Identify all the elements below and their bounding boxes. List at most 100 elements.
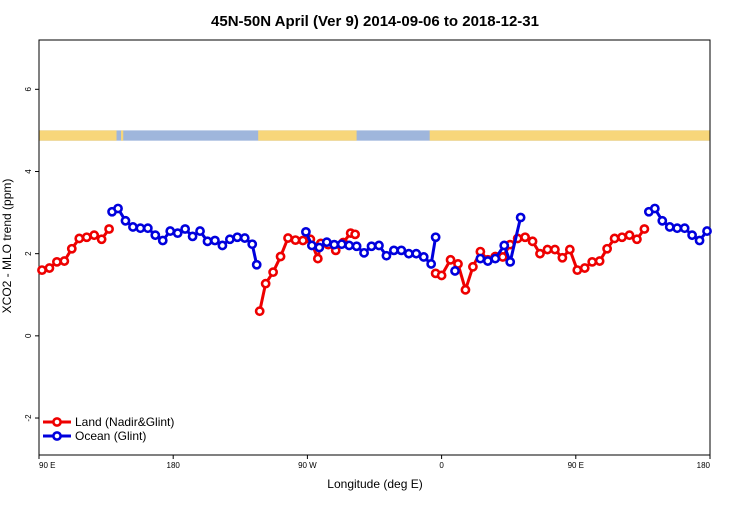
data-point <box>251 259 262 270</box>
y-tick-label: 0 <box>24 333 33 338</box>
data-point <box>535 248 545 259</box>
data-point <box>350 229 361 240</box>
data-point <box>96 234 107 245</box>
data-point <box>430 232 441 243</box>
plot-series <box>37 203 712 317</box>
data-point <box>657 215 668 226</box>
data-point <box>113 203 123 214</box>
data-point <box>418 252 429 262</box>
data-point <box>351 241 362 252</box>
data-point <box>187 231 198 242</box>
map-strip-land-1 <box>121 130 124 141</box>
legend-marker <box>52 431 62 441</box>
data-point <box>157 235 168 246</box>
data-point <box>436 270 447 281</box>
x-tick-label: 180 <box>697 461 711 470</box>
y-tick-label: -2 <box>24 414 33 422</box>
data-point <box>301 226 311 237</box>
data-point <box>283 233 293 243</box>
data-point <box>609 233 620 244</box>
data-point <box>550 244 560 255</box>
x-tick-label: 90 E <box>568 461 584 470</box>
data-point <box>632 234 642 245</box>
data-point <box>557 252 568 263</box>
data-point <box>298 235 308 246</box>
data-point <box>639 224 650 234</box>
data-point <box>396 245 407 256</box>
chart-title: 45N-50N April (Ver 9) 2014-09-06 to 2018… <box>211 13 539 30</box>
data-point <box>217 240 228 251</box>
data-point <box>275 251 286 262</box>
data-point <box>260 278 271 289</box>
axes: 90 E 180 90 W 0 90 E 180 -2 0 2 4 6 <box>24 39 711 470</box>
data-point <box>450 266 460 276</box>
data-point <box>497 252 508 262</box>
plot-frame <box>38 39 711 456</box>
data-point <box>499 240 510 251</box>
data-point <box>468 261 478 272</box>
data-point <box>150 230 161 241</box>
data-point <box>232 232 243 243</box>
data-point <box>165 226 176 236</box>
data-point <box>254 306 265 317</box>
data-point <box>505 256 516 267</box>
data-point <box>128 222 138 232</box>
legend: Land (Nadir&Glint)Ocean (Glint) <box>43 415 174 443</box>
y-tick-label: 6 <box>24 87 33 92</box>
data-point <box>694 235 705 246</box>
data-point <box>366 241 377 252</box>
data-point <box>617 232 627 243</box>
x-tick-label: 0 <box>439 461 444 470</box>
data-point <box>135 223 146 234</box>
map-strip-land-0 <box>39 130 117 141</box>
data-point <box>520 232 531 243</box>
data-point <box>579 263 590 273</box>
map-strip-land-3 <box>429 130 710 141</box>
series-ocean <box>107 203 712 276</box>
data-point <box>679 223 690 234</box>
data-point <box>195 226 205 236</box>
data-point <box>81 232 92 243</box>
data-point <box>329 239 340 250</box>
data-point <box>403 248 414 259</box>
data-point <box>411 248 422 259</box>
data-point <box>180 224 191 234</box>
data-point <box>202 236 213 247</box>
legend-entry: Land (Nadir&Glint) <box>75 415 174 429</box>
data-point <box>59 256 70 266</box>
x-axis-label: Longitude (deg E) <box>327 477 422 491</box>
data-point <box>381 250 392 261</box>
y-tick-label: 2 <box>24 251 33 256</box>
data-point <box>74 233 85 244</box>
data-point <box>314 242 325 253</box>
data-point <box>587 256 598 267</box>
data-point <box>210 235 220 246</box>
data-point <box>388 245 399 256</box>
data-point <box>624 230 635 241</box>
data-point <box>490 253 501 264</box>
data-point <box>594 256 605 266</box>
map-strip-land-2 <box>258 130 357 141</box>
data-point <box>37 265 47 275</box>
legend-entry: Ocean (Glint) <box>75 429 146 443</box>
data-point <box>247 239 258 250</box>
data-point <box>426 259 437 269</box>
legend-marker <box>52 417 62 427</box>
x-tick-label: 90 W <box>298 461 317 470</box>
data-point <box>51 256 62 267</box>
data-point <box>268 267 279 278</box>
data-point <box>602 243 613 254</box>
data-point <box>290 235 301 246</box>
data-point <box>104 224 114 234</box>
data-point <box>224 234 235 245</box>
data-point <box>702 226 712 236</box>
data-point <box>687 230 698 241</box>
map-strip <box>39 130 710 141</box>
data-point <box>664 222 675 232</box>
data-point <box>527 236 538 247</box>
data-point <box>44 263 55 273</box>
x-tick-label: 90 E <box>39 461 55 470</box>
data-point <box>312 253 323 264</box>
